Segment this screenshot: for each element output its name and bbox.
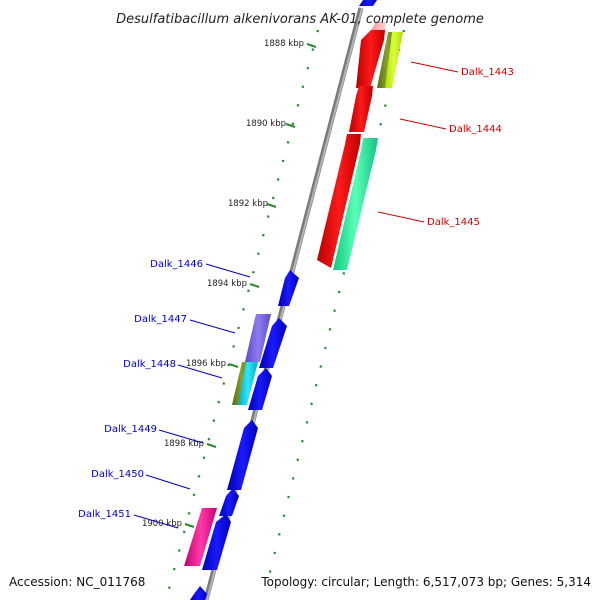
gene-label-dalk-1446[interactable]: Dalk_1446: [150, 259, 203, 270]
accession-text: Accession: NC_011768: [9, 575, 145, 589]
gene-arrow-dalk-1443[interactable]: [356, 30, 385, 88]
gene-arrow-mint[interactable]: [333, 138, 378, 270]
forward-leader-lines: [377, 61, 459, 223]
gene-pink-segment: [371, 22, 386, 30]
tick-label-1894: 1894 kbp: [207, 279, 247, 289]
gene-arrow-dalk-1449[interactable]: [227, 420, 258, 490]
gene-arrow-dalk-1447[interactable]: [259, 318, 287, 368]
gene-arrow-blue-1448b[interactable]: [248, 368, 272, 410]
gene-arrow-dalk-1448[interactable]: [238, 362, 258, 405]
gene-arrow-bottom-blue[interactable]: [190, 586, 207, 600]
gene-label-dalk-1443[interactable]: Dalk_1443: [461, 67, 514, 78]
tick-label-1890: 1890 kbp: [246, 119, 286, 129]
gene-arrow-dalk-1446[interactable]: [278, 270, 299, 306]
gene-label-dalk-1448[interactable]: Dalk_1448: [123, 359, 176, 370]
tick-label-1892: 1892 kbp: [228, 199, 268, 209]
inner-dot-ring: [164, 29, 320, 600]
gene-label-dalk-1447[interactable]: Dalk_1447: [134, 314, 187, 325]
gene-arrow-dalk-1445[interactable]: [317, 134, 361, 268]
map-title: Desulfatibacillum alkenivorans AK-01, co…: [116, 12, 484, 27]
gene-arrow-dalk-1450[interactable]: [219, 488, 239, 516]
gene-arrow-top-blue[interactable]: [359, 0, 377, 6]
gene-arrow-dalk-1444[interactable]: [349, 86, 373, 132]
gene-label-dalk-1445[interactable]: Dalk_1445: [427, 217, 480, 228]
tick-marks: [184, 43, 317, 528]
tick-label-1896: 1896 kbp: [186, 359, 226, 369]
reverse-leader-lines: [133, 263, 251, 529]
gene-arrow-lime[interactable]: [385, 32, 403, 88]
gene-arrow-magenta[interactable]: [184, 508, 217, 566]
gene-label-dalk-1444[interactable]: Dalk_1444: [449, 124, 502, 135]
gene-label-dalk-1450[interactable]: Dalk_1450: [91, 469, 144, 480]
tick-label-1900: 1900 kbp: [142, 519, 182, 529]
gene-label-dalk-1451[interactable]: Dalk_1451: [78, 509, 131, 520]
gene-label-dalk-1449[interactable]: Dalk_1449: [104, 424, 157, 435]
gene-arrow-dalk-1451[interactable]: [202, 514, 231, 570]
topology-summary: Topology: circular; Length: 6,517,073 bp…: [260, 575, 591, 589]
gene-arrow-purple[interactable]: [245, 314, 271, 362]
tick-label-1898: 1898 kbp: [164, 439, 204, 449]
tick-label-1888: 1888 kbp: [264, 39, 304, 49]
